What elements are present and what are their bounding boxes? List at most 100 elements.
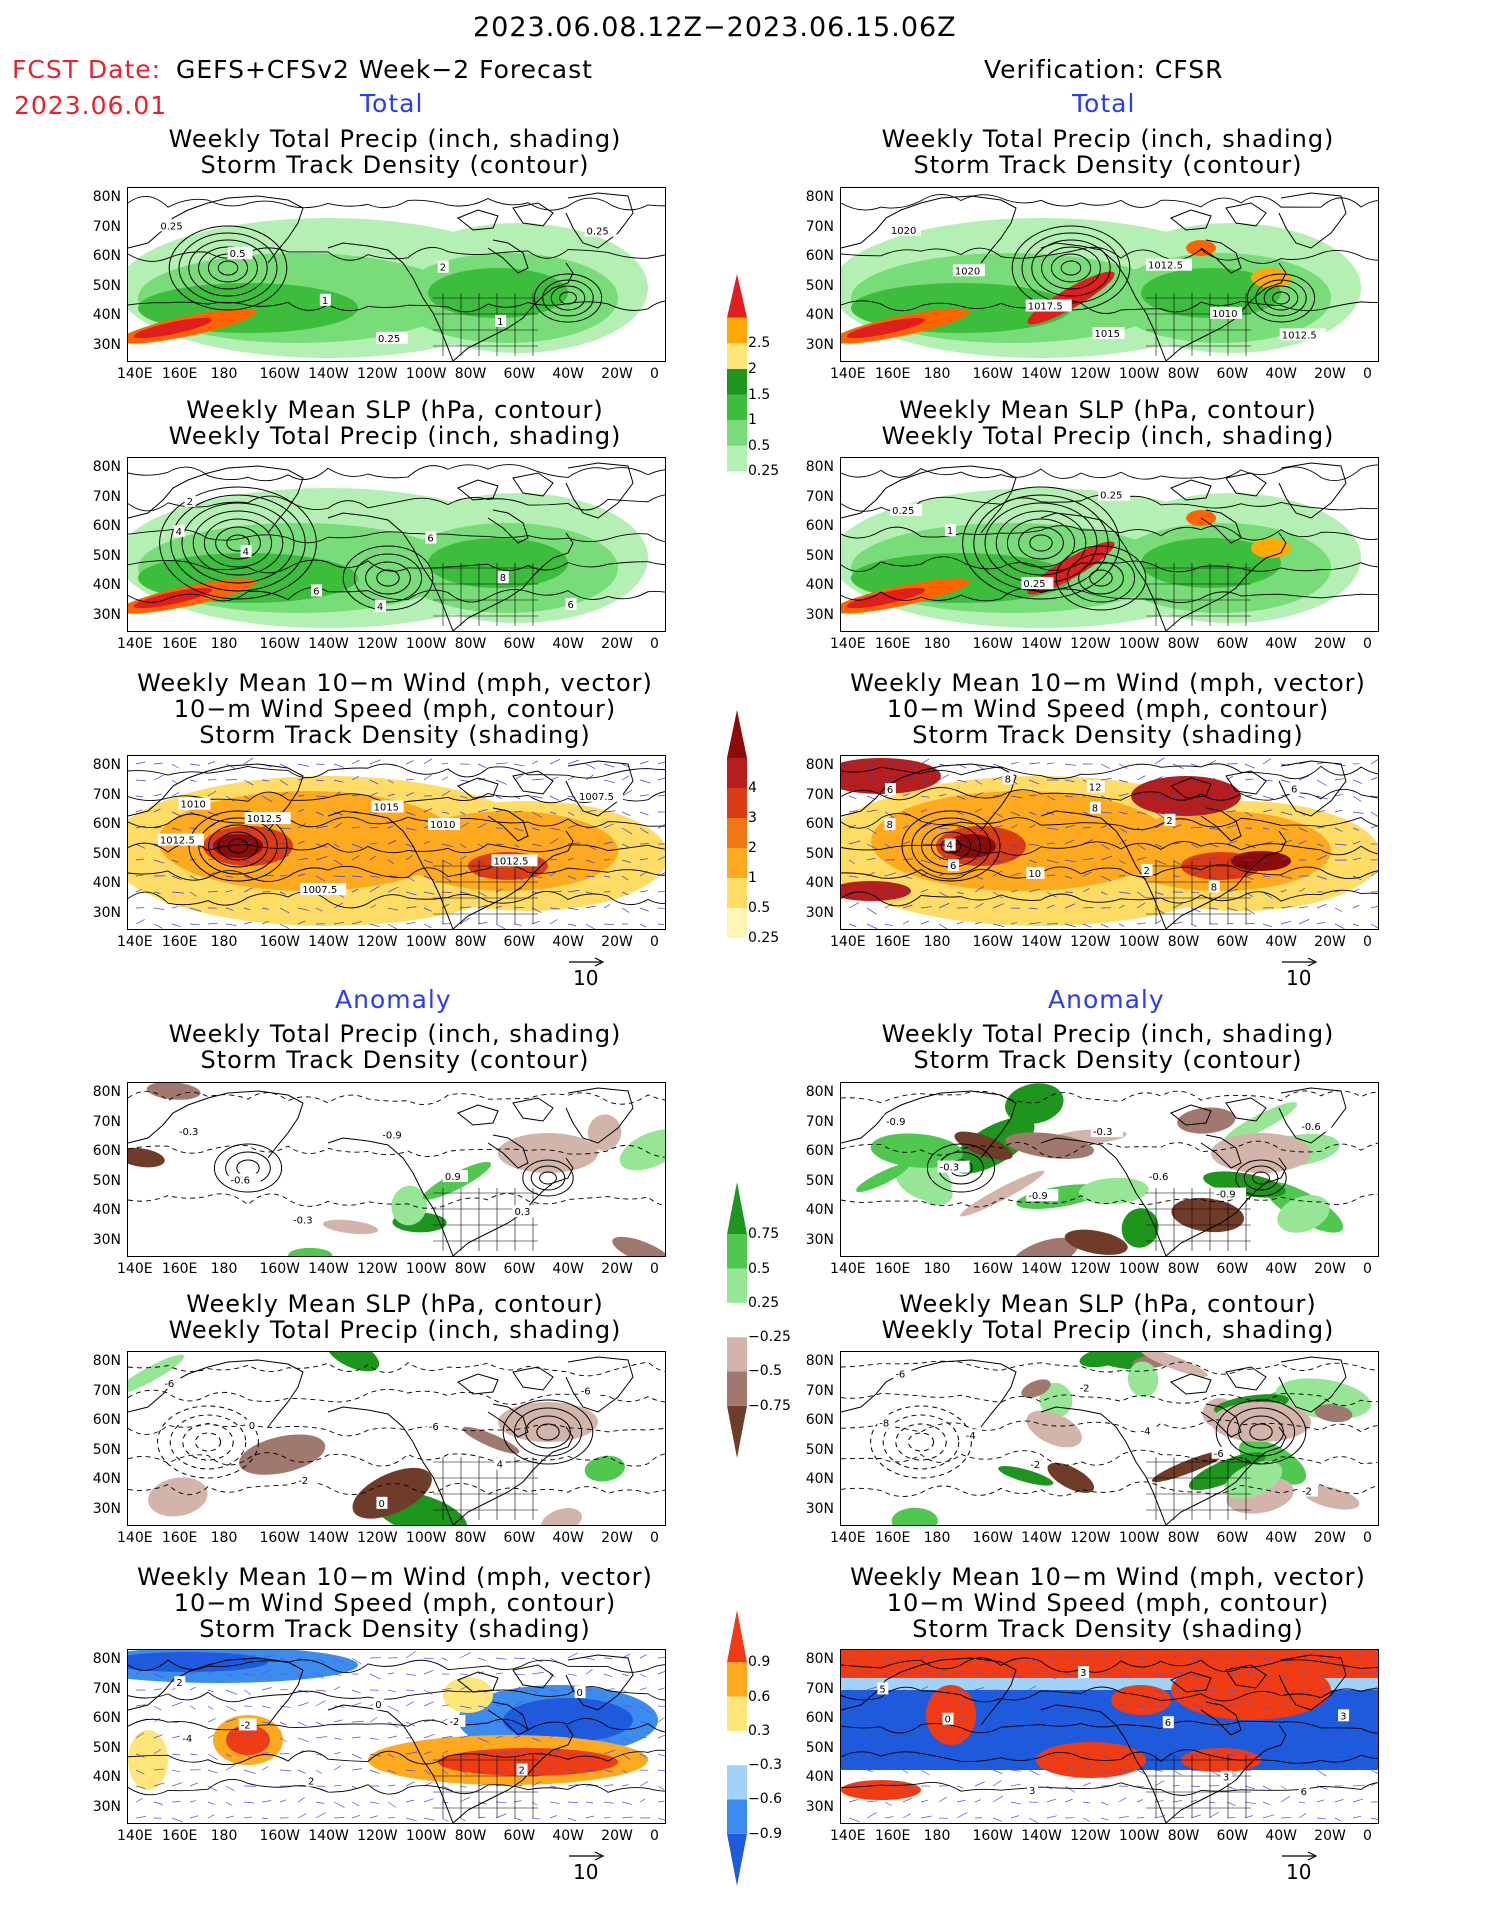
x-tick-40W: 40W bbox=[552, 1828, 585, 1844]
y-tick-30N: 30N bbox=[805, 1231, 834, 1248]
vector-reference-label: 10 bbox=[573, 966, 599, 990]
contour-label: 2 bbox=[519, 1766, 525, 1777]
x-tick-100W: 100W bbox=[405, 934, 447, 950]
panel-title-1-1-0: Weekly Mean SLP (hPa, contour) bbox=[899, 396, 1317, 424]
coastline bbox=[128, 465, 304, 534]
colorbar-tick-storm_anom: −0.6 bbox=[748, 1791, 782, 1808]
coastline bbox=[327, 1137, 454, 1256]
colorbar-tick-storm_total: 4 bbox=[748, 780, 757, 796]
colorbar-tick-precip_total: 2.5 bbox=[748, 335, 771, 352]
x-tick-120W: 120W bbox=[1070, 1261, 1111, 1277]
x-tick-120W: 120W bbox=[1070, 934, 1111, 950]
contour-label: -0.6 bbox=[1149, 1172, 1169, 1183]
x-tick-180: 180 bbox=[210, 1261, 238, 1277]
colorbar-storm_anom bbox=[727, 1610, 747, 1886]
x-tick-140W: 140W bbox=[1021, 636, 1062, 652]
coastline bbox=[841, 763, 1017, 832]
colorbar-tick-storm_total: 0.5 bbox=[748, 900, 771, 916]
panel-title-3-1-0: Weekly Total Precip (inch, shading) bbox=[881, 1020, 1335, 1048]
y-tick-50N: 50N bbox=[805, 1739, 834, 1756]
vector-reference-arrow bbox=[1282, 1851, 1318, 1861]
panel-title-2-0-1: 10−m Wind Speed (mph, contour) bbox=[173, 695, 617, 723]
y-tick-40N: 40N bbox=[92, 1769, 121, 1785]
contour-label: -0.3 bbox=[940, 1163, 960, 1174]
contour-label: 1 bbox=[947, 526, 953, 537]
coastline bbox=[327, 242, 454, 361]
y-tick-30N: 30N bbox=[92, 1500, 121, 1517]
contour-label: -0.3 bbox=[1093, 1127, 1113, 1138]
coastline bbox=[457, 209, 499, 231]
y-tick-50N: 50N bbox=[805, 277, 834, 294]
y-tick-80N: 80N bbox=[92, 189, 121, 205]
coastline bbox=[1278, 192, 1347, 249]
panel-title-4-1-0: Weekly Mean SLP (hPa, contour) bbox=[899, 1290, 1317, 1318]
x-tick-0: 0 bbox=[1363, 1828, 1372, 1844]
coastline bbox=[1040, 242, 1167, 361]
y-tick-40N: 40N bbox=[805, 1202, 834, 1218]
vector-reference-arrow bbox=[1282, 957, 1318, 967]
contour-label: 1012.5 bbox=[1148, 261, 1183, 272]
panel-title-0-0-0: Weekly Total Precip (inch, shading) bbox=[168, 125, 622, 153]
x-tick-80W: 80W bbox=[1167, 1828, 1200, 1844]
map-plot: -0.3 -0.6 -0.3 -0.9 0.9 0.3 bbox=[128, 1083, 665, 1256]
x-tick-140W: 140W bbox=[1021, 1828, 1062, 1844]
coastline bbox=[128, 1657, 304, 1726]
contour-label: -0.6 bbox=[231, 1175, 251, 1186]
x-tick-80W: 80W bbox=[1167, 636, 1200, 652]
coastline bbox=[1170, 1104, 1212, 1126]
y-tick-40N: 40N bbox=[92, 875, 121, 891]
x-tick-140E: 140E bbox=[830, 934, 866, 950]
x-tick-80W: 80W bbox=[454, 1261, 487, 1277]
contour-label: 1010 bbox=[430, 820, 455, 831]
x-tick-160E: 160E bbox=[874, 1530, 911, 1546]
coastline bbox=[841, 1359, 1017, 1428]
contour-label: 0.9 bbox=[445, 1172, 461, 1183]
map-plot: 5 0 3 3 6 3 6 3 bbox=[841, 1650, 1378, 1823]
colorbar-tick-storm_total: 3 bbox=[748, 810, 757, 826]
y-tick-50N: 50N bbox=[805, 1172, 834, 1189]
map-plot: -6 -4 -2 -2 -4 -6 -2 -8 bbox=[841, 1352, 1378, 1525]
y-tick-80N: 80N bbox=[92, 757, 121, 773]
x-tick-100W: 100W bbox=[1118, 1261, 1160, 1277]
x-tick-160W: 160W bbox=[972, 366, 1014, 382]
x-tick-80W: 80W bbox=[1167, 366, 1200, 382]
colorbar-tick-precip_anom: −0.25 bbox=[748, 1329, 791, 1346]
y-tick-30N: 30N bbox=[805, 904, 834, 921]
y-tick-70N: 70N bbox=[92, 1113, 121, 1130]
x-tick-140E: 140E bbox=[117, 1828, 153, 1844]
coastline bbox=[1278, 1356, 1347, 1413]
contour-label: -6 bbox=[1214, 1449, 1224, 1460]
contour-label: 6 bbox=[1291, 784, 1297, 795]
panel-title-5-1-1: 10−m Wind Speed (mph, contour) bbox=[886, 1589, 1330, 1617]
y-tick-60N: 60N bbox=[805, 1412, 834, 1428]
x-tick-160E: 160E bbox=[161, 636, 198, 652]
x-tick-60W: 60W bbox=[503, 1828, 536, 1844]
x-tick-160E: 160E bbox=[874, 366, 911, 382]
contour-label: 2 bbox=[1166, 816, 1172, 827]
contour-label: 2 bbox=[176, 1678, 182, 1689]
x-tick-140E: 140E bbox=[830, 636, 866, 652]
coastline bbox=[327, 1704, 454, 1823]
x-tick-20W: 20W bbox=[1314, 1261, 1346, 1277]
map-plot: -6 0 -2 0 -6 4 -6 bbox=[128, 1352, 665, 1525]
coastline bbox=[1225, 202, 1267, 227]
contour-label: -6 bbox=[581, 1386, 591, 1397]
map-plot: -0.9 -0.3 -0.9 -0.3 -0.6 -0.9 -0.6 bbox=[841, 1083, 1378, 1256]
x-tick-160E: 160E bbox=[874, 636, 911, 652]
vector-reference-arrow bbox=[569, 1851, 605, 1861]
contour-label: 1012.5 bbox=[1282, 330, 1317, 341]
x-tick-80W: 80W bbox=[1167, 934, 1200, 950]
colorbar-tick-precip_total: 0.5 bbox=[748, 437, 771, 454]
contour-label: 6 bbox=[427, 534, 433, 545]
contour-label: 1 bbox=[322, 296, 328, 307]
x-tick-20W: 20W bbox=[601, 636, 633, 652]
colorbar-tick-storm_total: 1 bbox=[748, 870, 757, 886]
panel-title-1-1-1: Weekly Total Precip (inch, shading) bbox=[881, 422, 1335, 450]
x-tick-60W: 60W bbox=[503, 1261, 536, 1277]
contour-label: 0.25 bbox=[160, 221, 182, 232]
x-tick-180: 180 bbox=[923, 1828, 951, 1844]
y-tick-70N: 70N bbox=[805, 786, 834, 803]
x-tick-40W: 40W bbox=[552, 1261, 585, 1277]
y-tick-60N: 60N bbox=[92, 816, 121, 832]
x-tick-80W: 80W bbox=[454, 934, 487, 950]
